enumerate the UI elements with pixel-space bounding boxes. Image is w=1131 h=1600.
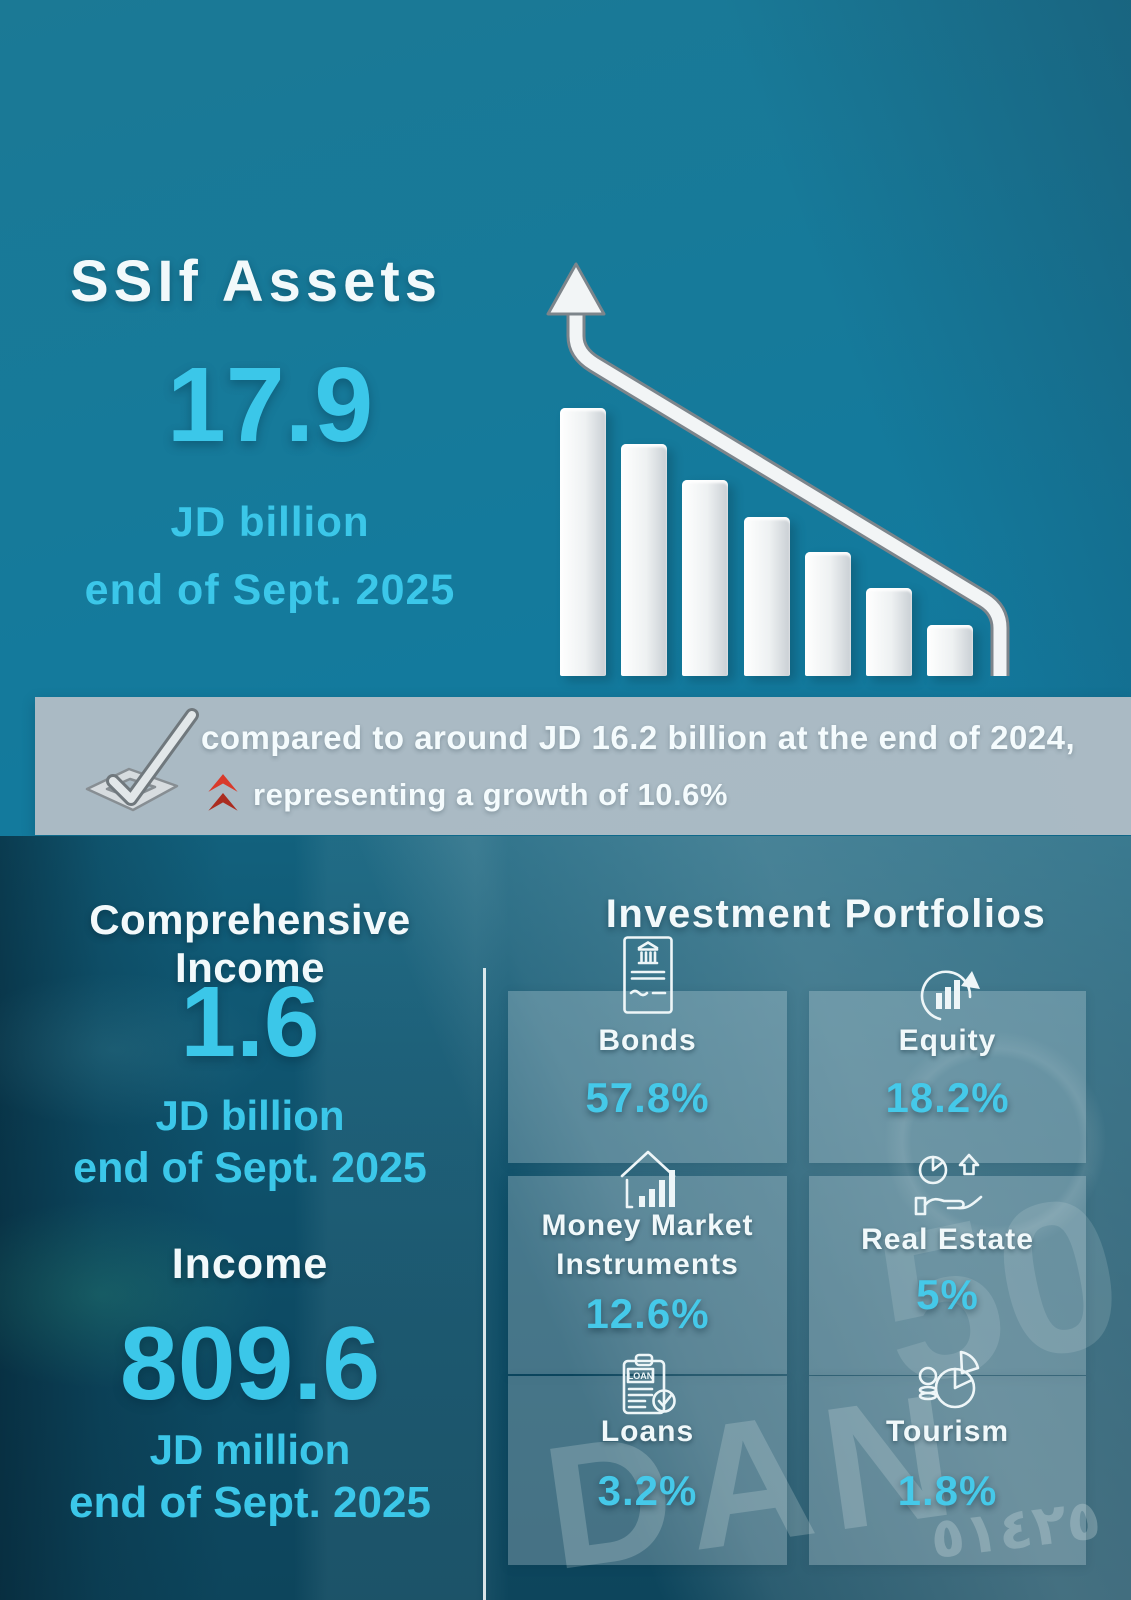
portfolio-value-equity: 18.2% (885, 1074, 1010, 1121)
income-value: 809.6 (119, 1306, 381, 1422)
assets-period: end of Sept. 2025 (84, 566, 456, 614)
comprehensive-income-unit: JD billion (155, 1092, 345, 1139)
loan-clipboard-icon: LOAN (622, 1353, 676, 1415)
portfolio-label-money-market: Money Market Instruments (541, 1209, 754, 1281)
comprehensive-income-period: end of Sept. 2025 (73, 1144, 427, 1192)
bar (682, 480, 729, 676)
portfolio-tile-tourism: Tourism 1.8% (809, 1350, 1086, 1565)
portfolio-label-equity: Equity (898, 1024, 997, 1057)
tourism-pie-coins-icon (918, 1350, 979, 1409)
equity-growth-icon (920, 970, 980, 1021)
bond-certificate-icon (622, 936, 673, 1014)
checkmark-icon (85, 708, 199, 812)
bar (621, 444, 668, 676)
portfolio-value-money-market: 12.6% (585, 1290, 710, 1337)
bar (743, 517, 790, 676)
portfolio-label-tourism: Tourism (885, 1415, 1010, 1448)
portfolio-value-loans: 3.2% (597, 1467, 698, 1514)
portfolio-label-bonds: Bonds (598, 1024, 697, 1057)
bar (927, 625, 974, 676)
comparison-banner: compared to around JD 16.2 billion at th… (35, 697, 1131, 835)
portfolio-tile-equity: Equity 18.2% (809, 970, 1086, 1163)
page-title: SSIf Assets (70, 249, 442, 314)
portfolios-heading: Investment Portfolios (605, 892, 1047, 936)
income-unit: JD million (149, 1426, 351, 1473)
portfolio-tile-loans: LOAN Loans 3.2% (508, 1353, 787, 1565)
portfolio-tile-real-estate: Real Estate 5% (809, 1153, 1086, 1375)
portfolio-value-tourism: 1.8% (897, 1467, 998, 1514)
income-heading: Income (171, 1240, 329, 1288)
portfolio-tile-bonds: Bonds 57.8% (508, 936, 787, 1163)
comparison-text-line2: representing a growth of 10.6% (253, 777, 728, 812)
portfolio-value-bonds: 57.8% (585, 1074, 710, 1121)
double-chevron-up-icon (208, 774, 238, 811)
portfolio-value-real-estate: 5% (916, 1271, 979, 1318)
svg-text:LOAN: LOAN (627, 1371, 653, 1381)
bar (804, 552, 851, 676)
comprehensive-income-heading: Comprehensive Income (89, 896, 411, 991)
background-lower: DAN 50 ٥١٤٢٥ (0, 836, 1131, 1600)
portfolio-label-loans: Loans (600, 1415, 695, 1448)
assets-value: 17.9 (166, 346, 374, 464)
income-period: end of Sept. 2025 (69, 1478, 431, 1527)
real-estate-hand-icon (914, 1153, 982, 1216)
bar (560, 408, 606, 676)
portfolio-label-real-estate: Real Estate (861, 1223, 1034, 1256)
comparison-text-line1: compared to around JD 16.2 billion at th… (201, 719, 1076, 756)
assets-unit: JD billion (170, 498, 370, 545)
bar (866, 588, 912, 676)
section-divider (483, 968, 486, 1600)
assets-bar-chart (540, 260, 1050, 676)
money-market-house-icon (620, 1150, 675, 1209)
portfolio-tile-money-market: Money Market Instruments 12.6% (508, 1150, 787, 1374)
growth-arrow-icon (546, 262, 1010, 676)
comprehensive-income-value: 1.6 (180, 966, 320, 1078)
